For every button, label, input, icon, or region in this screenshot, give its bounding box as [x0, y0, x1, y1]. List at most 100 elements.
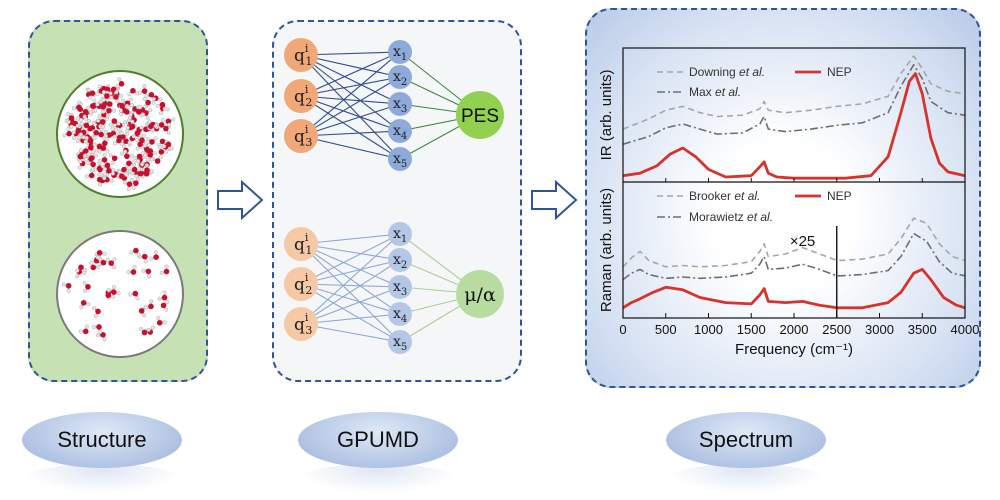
water-molecule [103, 129, 113, 142]
structure-label-oval: Structure [22, 412, 182, 468]
series-line-nep [623, 72, 965, 180]
water-molecule [105, 288, 115, 299]
water-molecule [86, 103, 98, 113]
water-molecule [159, 264, 170, 275]
input-hidden-edge [300, 95, 401, 132]
water-molecule [75, 264, 88, 273]
hidden-node [388, 222, 412, 246]
hidden-node [388, 302, 412, 326]
water-molecule [157, 290, 168, 301]
water-molecule [92, 324, 103, 334]
sparse-water-snapshot [56, 230, 184, 358]
water-molecule [66, 112, 75, 125]
legend-entry: Downing et al. [689, 65, 765, 79]
water-molecule [101, 90, 110, 102]
gpumd-oval-reflection [298, 464, 458, 494]
pes-output-node [456, 91, 504, 139]
water-molecule [117, 169, 129, 179]
water-molecule [163, 122, 172, 135]
water-molecule [127, 87, 140, 97]
ir-axis-label: IR (arb. units) [598, 70, 615, 161]
water-molecule [144, 163, 154, 174]
x-tick-label: 4000 [951, 322, 979, 337]
legend-entry: Morawietz et al. [689, 210, 773, 224]
input-node-label: qi 3 [294, 123, 312, 149]
water-molecule [157, 145, 169, 155]
water-molecule [98, 136, 108, 148]
input-hidden-edge [300, 259, 401, 325]
water-molecule [123, 149, 134, 160]
dipole-polarizability-output-node [456, 270, 504, 318]
raman-axis-label: Raman (arb. units) [598, 188, 615, 312]
series-line-nep [623, 267, 965, 310]
input-node-label: qi 2 [294, 271, 312, 297]
water-molecule [86, 87, 96, 100]
water-molecule [137, 84, 148, 95]
water-molecule [160, 299, 170, 312]
water-molecule [138, 326, 151, 336]
water-molecule [135, 141, 147, 151]
structure-oval-reflection [22, 464, 182, 494]
water-molecule [134, 166, 144, 179]
spectrum-chart: 0 500 1000 1500 2000 2500 3000 3500 4000 Frequenc… [598, 47, 979, 358]
water-molecule [135, 105, 146, 117]
structure-panel [28, 20, 208, 382]
legend-entry: NEP [827, 65, 852, 79]
water-molecule [97, 145, 110, 154]
water-molecule [89, 260, 101, 271]
input-node [284, 267, 318, 301]
water-molecule [161, 141, 174, 151]
water-molecule [82, 109, 93, 119]
water-molecule [123, 105, 133, 117]
molecule-cloud-sparse [61, 247, 170, 342]
water-molecule [155, 101, 167, 112]
water-molecule [140, 142, 152, 152]
water-molecule [84, 135, 97, 144]
input-node-label: qi 1 [294, 42, 312, 68]
water-molecule [96, 176, 107, 187]
structure-label: Structure [57, 427, 147, 452]
spectrum-label-oval: Spectrum [666, 412, 826, 468]
water-molecule [95, 84, 105, 96]
spectrum-label: Spectrum [698, 427, 794, 452]
input-hidden-edge [300, 95, 401, 160]
legend-entry: NEP [827, 189, 852, 203]
water-molecule [95, 331, 107, 342]
input-hidden-edge [300, 51, 401, 137]
input-hidden-edge [300, 243, 401, 288]
input-hidden-edge [300, 76, 401, 137]
water-molecule [145, 136, 158, 145]
hidden-node [388, 92, 412, 116]
hidden-node [388, 119, 412, 143]
water-molecule [88, 142, 97, 155]
water-molecule [108, 118, 121, 127]
input-hidden-edge [300, 233, 401, 285]
legend-entry: Max et al. [689, 85, 741, 99]
series-line-downing-et-al- [623, 55, 965, 130]
input-node-label: qi 2 [294, 83, 312, 109]
water-molecule [108, 257, 117, 270]
input-hidden-edge [300, 51, 401, 97]
hidden-node [388, 248, 412, 272]
input-hidden-edge [300, 54, 401, 105]
molecule-cloud-dense [62, 77, 176, 192]
hidden-node [388, 40, 412, 64]
input-hidden-edge [300, 243, 401, 343]
water-molecule [98, 127, 108, 138]
water-molecule [142, 96, 151, 109]
x-tick-label: 2500 [822, 322, 851, 337]
input-node [284, 38, 318, 72]
hidden-node [388, 330, 412, 354]
water-molecule [71, 123, 82, 135]
input-hidden-edge [300, 283, 401, 315]
water-molecule [122, 180, 133, 192]
water-molecule [92, 306, 101, 318]
water-molecule [127, 135, 140, 145]
water-molecule [82, 281, 91, 293]
x-tick-label: 500 [655, 322, 677, 337]
water-molecule [143, 152, 154, 162]
water-molecule [103, 168, 115, 177]
water-molecule [61, 282, 72, 293]
scale-annotation: ×25 [790, 233, 815, 250]
